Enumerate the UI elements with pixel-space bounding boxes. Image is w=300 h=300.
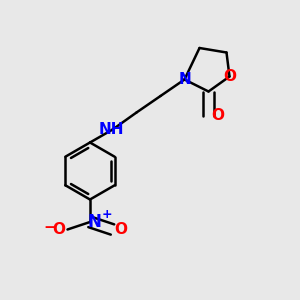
- Text: O: O: [52, 222, 65, 237]
- Text: N: N: [178, 72, 191, 87]
- Text: O: O: [223, 69, 236, 84]
- Text: O: O: [114, 222, 128, 237]
- Text: −: −: [44, 220, 56, 235]
- Text: NH: NH: [98, 122, 124, 137]
- Text: O: O: [211, 108, 224, 123]
- Text: +: +: [101, 208, 112, 221]
- Text: N: N: [88, 213, 101, 231]
